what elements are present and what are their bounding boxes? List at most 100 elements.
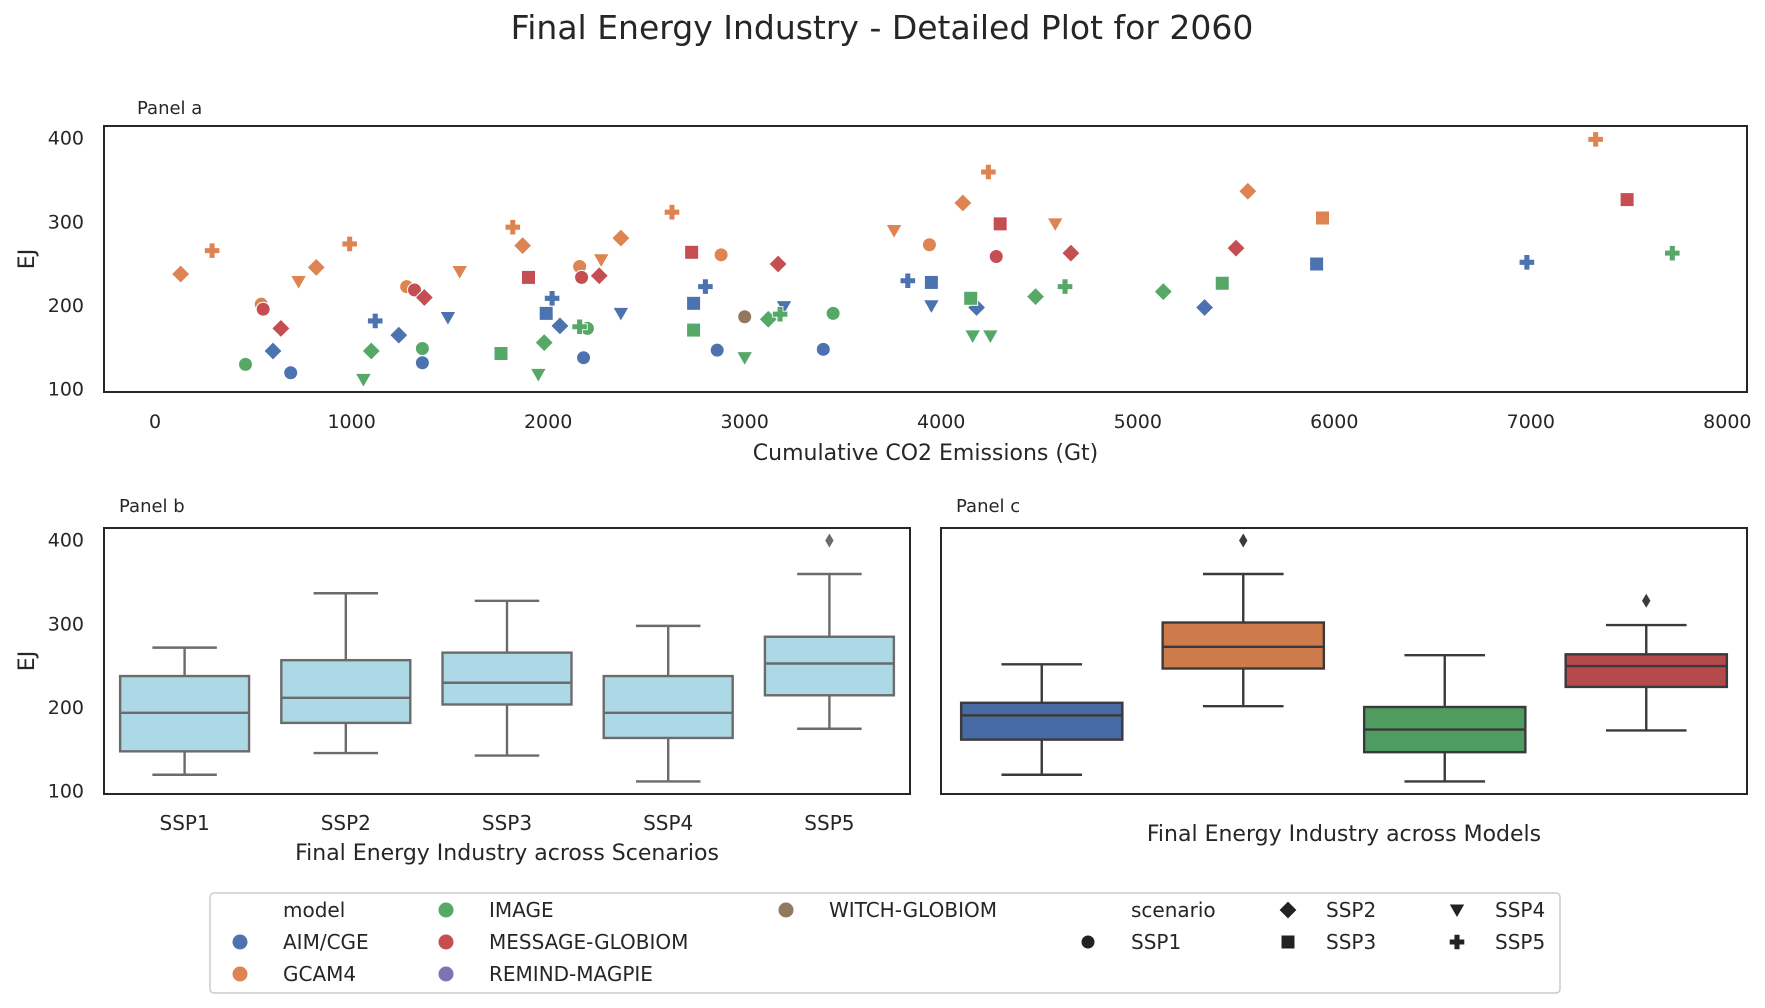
x-tick-label: 8000 bbox=[1703, 411, 1751, 433]
x-tick-label: 3000 bbox=[721, 411, 769, 433]
box-iqr bbox=[959, 701, 1124, 741]
box-iqr bbox=[280, 658, 412, 725]
legend-marker bbox=[1278, 900, 1298, 920]
legend-marker bbox=[1448, 903, 1466, 920]
scatter-point bbox=[684, 244, 700, 260]
scatter-point bbox=[341, 235, 358, 253]
scatter-point bbox=[981, 329, 1000, 346]
x-tick-label: SSP4 bbox=[643, 811, 693, 835]
scatter-point bbox=[589, 265, 610, 286]
scatter-point bbox=[1153, 281, 1174, 302]
scatter-point bbox=[980, 163, 997, 181]
scatter-point bbox=[255, 301, 271, 317]
scatter-point bbox=[1025, 286, 1046, 307]
scatter-point bbox=[493, 346, 509, 362]
scatter-point bbox=[1046, 217, 1065, 233]
x-tick-label: SSP1 bbox=[160, 811, 210, 835]
scatter-point bbox=[663, 204, 681, 221]
scatter-point bbox=[1619, 192, 1635, 208]
plot-frame bbox=[940, 527, 1748, 795]
scatter-point bbox=[1194, 297, 1215, 318]
legend-title-scenario: scenario bbox=[1131, 898, 1216, 922]
y-axis-label: EJ bbox=[15, 651, 40, 671]
panel-label: Panel c bbox=[956, 496, 1020, 517]
panel-c-boxplot: Panel c Final Energy Industry across Mode… bbox=[940, 496, 1748, 847]
x-tick-label: 0 bbox=[149, 411, 161, 433]
box-iqr bbox=[602, 674, 734, 740]
legend-label: IMAGE bbox=[489, 898, 554, 922]
legend-marker bbox=[1080, 934, 1096, 950]
y-tick-label: 100 bbox=[48, 379, 84, 401]
scatter-point bbox=[592, 253, 611, 269]
scatter-point bbox=[992, 216, 1008, 232]
legend-marker bbox=[1280, 934, 1296, 950]
y-tick-label: 300 bbox=[48, 211, 84, 233]
scatter-point bbox=[367, 312, 384, 329]
scatter-point bbox=[439, 311, 457, 327]
scatter-point bbox=[737, 309, 753, 325]
scatter-point bbox=[922, 299, 941, 315]
scatter-point bbox=[815, 341, 831, 357]
legend-label: REMIND-MAGPIE bbox=[489, 962, 653, 986]
legend-marker bbox=[1448, 933, 1466, 951]
scatter-point bbox=[885, 224, 903, 240]
scatter-point bbox=[899, 272, 916, 289]
scatter-point bbox=[988, 248, 1004, 264]
scatter-point bbox=[414, 287, 435, 308]
scatter-point bbox=[238, 356, 254, 372]
box-iqr bbox=[1564, 653, 1729, 689]
scatter-point bbox=[571, 318, 588, 335]
scatter-point bbox=[407, 282, 423, 298]
plot-frame bbox=[103, 125, 1748, 393]
y-tick-label: 400 bbox=[48, 128, 84, 150]
scatter-point bbox=[170, 264, 191, 284]
legend-label: WITCH-GLOBIOM bbox=[829, 898, 997, 922]
scatter-point bbox=[709, 342, 725, 358]
scatter-point bbox=[271, 318, 291, 339]
legend-label: SSP4 bbox=[1495, 898, 1545, 922]
scatter-point bbox=[921, 237, 937, 253]
legend-marker bbox=[438, 966, 454, 982]
scatter-point bbox=[388, 325, 409, 345]
scatter-point bbox=[963, 329, 982, 346]
scatter-point bbox=[1518, 254, 1535, 271]
scatter-point bbox=[1214, 275, 1230, 291]
scatter-point bbox=[1309, 256, 1325, 272]
scatter-point bbox=[521, 269, 537, 285]
x-tick-label: 4000 bbox=[917, 411, 965, 433]
scatter-point bbox=[1664, 245, 1681, 262]
plot-frame bbox=[103, 527, 911, 795]
scatter-point bbox=[414, 355, 430, 371]
scatter-point bbox=[1587, 131, 1604, 148]
scatter-point bbox=[354, 372, 373, 389]
scatter-point bbox=[953, 193, 973, 213]
scatter-point bbox=[576, 350, 592, 366]
scatter-point bbox=[283, 365, 299, 381]
scatter-point bbox=[306, 257, 327, 278]
y-tick-label: 200 bbox=[48, 295, 84, 317]
x-tick-label: 5000 bbox=[1114, 411, 1162, 433]
x-tick-label: SSP3 bbox=[482, 811, 532, 835]
scatter-point bbox=[450, 265, 469, 281]
scatter-point bbox=[529, 367, 548, 384]
box-outlier bbox=[825, 533, 834, 548]
scatter-point bbox=[289, 275, 308, 291]
scatter-point bbox=[203, 242, 221, 259]
scatter-point bbox=[768, 254, 788, 274]
scatter-point bbox=[550, 316, 570, 336]
scatter-point bbox=[1061, 243, 1081, 263]
scatter-point bbox=[538, 305, 554, 321]
legend-marker bbox=[438, 934, 454, 950]
y-tick-label: 400 bbox=[48, 530, 84, 552]
scatter-point bbox=[923, 274, 939, 290]
legend-marker bbox=[232, 934, 248, 950]
x-tick-label: 6000 bbox=[1310, 411, 1358, 433]
scatter-point bbox=[611, 228, 631, 248]
scatter-point bbox=[1226, 238, 1246, 258]
x-axis-label: Final Energy Industry across Scenarios bbox=[295, 841, 719, 866]
legend-label: GCAM4 bbox=[283, 962, 356, 986]
panel-label: Panel b bbox=[119, 496, 185, 517]
x-tick-label: 7000 bbox=[1507, 411, 1555, 433]
legend-marker bbox=[232, 966, 248, 982]
